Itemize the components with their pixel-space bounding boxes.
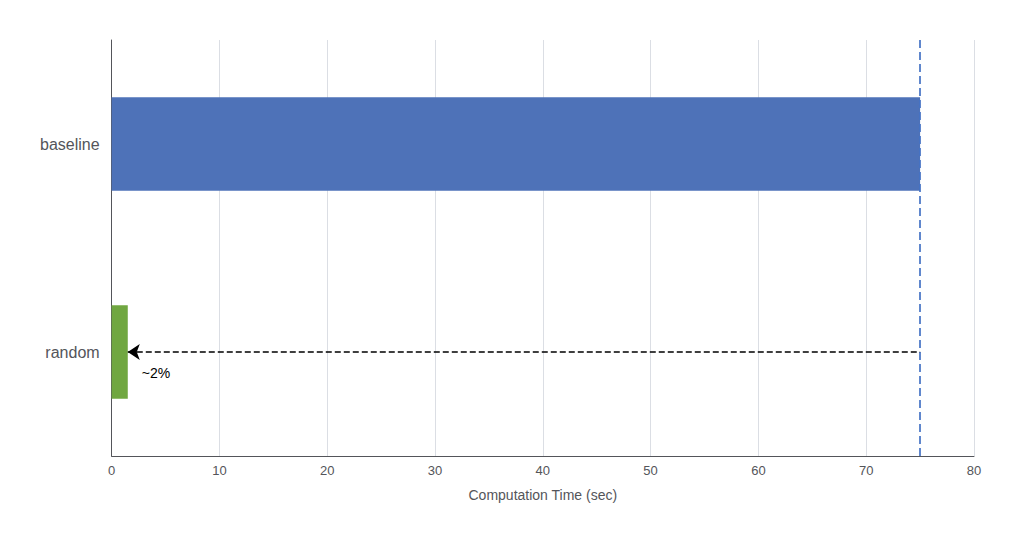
svg-text:80: 80 — [967, 463, 981, 478]
svg-text:40: 40 — [536, 463, 550, 478]
svg-text:30: 30 — [428, 463, 442, 478]
svg-text:0: 0 — [108, 463, 115, 478]
svg-text:60: 60 — [751, 463, 765, 478]
svg-text:baseline: baseline — [40, 136, 100, 153]
svg-text:~2%: ~2% — [142, 365, 170, 381]
svg-text:Computation Time (sec): Computation Time (sec) — [468, 487, 617, 503]
svg-text:70: 70 — [859, 463, 873, 478]
svg-text:10: 10 — [212, 463, 226, 478]
svg-text:random: random — [45, 344, 99, 361]
svg-text:20: 20 — [320, 463, 334, 478]
svg-text:50: 50 — [643, 463, 657, 478]
